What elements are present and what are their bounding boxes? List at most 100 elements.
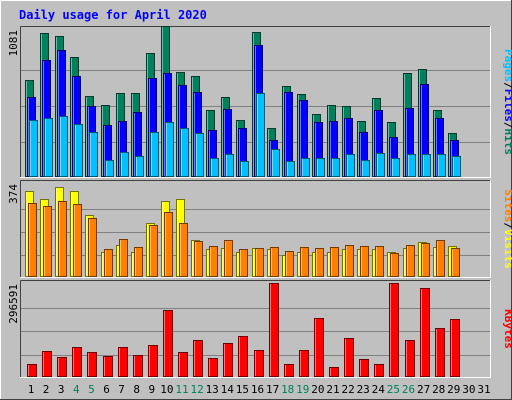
bar-pages-day-7	[120, 152, 129, 177]
bar-pages-day-6	[105, 160, 114, 177]
axis-label-part: Files	[502, 89, 512, 122]
day-label-6: 6	[103, 383, 110, 396]
y-max-label: 1081	[7, 30, 20, 57]
day-label-22: 22	[341, 383, 354, 396]
bar-kbytes-day-1	[27, 364, 37, 377]
day-label-18: 18	[281, 383, 294, 396]
bar-pages-day-21	[331, 158, 340, 177]
bar-kbytes-day-25	[389, 283, 399, 377]
bar-kbytes-day-5	[87, 352, 97, 377]
day-label-24: 24	[372, 383, 386, 396]
chart-panels: 1081Pages/Files/Hits374Sites/Visits29659…	[7, 26, 512, 378]
bar-sites-day-20	[315, 248, 324, 277]
bar-sites-day-4	[73, 204, 82, 277]
day-label-29: 29	[447, 383, 460, 396]
day-label-26: 26	[402, 383, 415, 396]
bar-pages-day-1	[29, 120, 38, 177]
series-axis-label: Pages/Files/Hits	[502, 49, 512, 155]
bar-kbytes-day-8	[133, 355, 143, 377]
bar-kbytes-day-14	[223, 343, 233, 377]
day-labels: 1 2 3 4 5 6 7 8 9 10 11 12 13 14 15 16 17 18 19 20 21 22 23 24 2…	[28, 383, 491, 396]
bar-pages-day-12	[195, 133, 204, 177]
bar-pages-day-17	[271, 149, 280, 177]
bar-kbytes-day-23	[359, 359, 369, 377]
axis-label-part: /	[502, 82, 512, 89]
bar-sites-day-11	[179, 223, 188, 277]
bar-kbytes-day-27	[420, 288, 430, 377]
bar-pages-day-13	[210, 158, 219, 177]
bar-pages-day-14	[225, 154, 234, 177]
bar-sites-day-25	[390, 253, 399, 277]
bar-pages-day-20	[316, 158, 325, 177]
bar-sites-day-1	[28, 203, 37, 277]
chart-title: Daily usage for April 2020	[19, 8, 207, 22]
day-label-8: 8	[133, 383, 140, 396]
bar-sites-day-17	[270, 247, 279, 277]
bar-sites-day-2	[43, 206, 52, 277]
day-label-11: 11	[175, 383, 188, 396]
bar-pages-day-24	[376, 153, 385, 177]
bar-sites-day-13	[209, 246, 218, 277]
day-label-17: 17	[266, 383, 279, 396]
bar-pages-day-3	[59, 116, 68, 177]
bar-pages-day-19	[301, 158, 310, 177]
bar-pages-day-16	[256, 93, 265, 177]
bar-sites-day-14	[224, 240, 233, 277]
day-label-12: 12	[190, 383, 203, 396]
bar-kbytes-day-13	[208, 358, 218, 377]
day-label-16: 16	[251, 383, 264, 396]
bar-sites-day-15	[239, 249, 248, 277]
bar-pages-day-9	[150, 132, 159, 177]
bar-sites-day-21	[330, 247, 339, 277]
axis-label-part: Visits	[502, 229, 512, 269]
bar-kbytes-day-18	[284, 364, 294, 377]
day-label-19: 19	[296, 383, 309, 396]
axis-label-part: Hits	[502, 129, 512, 156]
series-axis-label: Sites/Visits	[502, 189, 512, 269]
bar-sites-day-6	[104, 249, 113, 277]
bar-pages-day-2	[44, 118, 53, 177]
bar-kbytes-day-2	[42, 351, 52, 377]
day-label-1: 1	[28, 383, 35, 396]
day-label-4: 4	[73, 383, 80, 396]
day-label-2: 2	[43, 383, 50, 396]
panel-kbytes: 296591 KBytes	[7, 280, 512, 378]
day-label-5: 5	[88, 383, 95, 396]
bar-sites-day-8	[134, 247, 143, 277]
bar-kbytes-day-9	[148, 345, 158, 377]
bar-pages-day-4	[74, 124, 83, 177]
day-label-25: 25	[387, 383, 400, 396]
bar-sites-day-23	[360, 246, 369, 277]
day-label-14: 14	[221, 383, 235, 396]
y-max-label: 296591	[7, 284, 20, 324]
bar-pages-day-27	[422, 154, 431, 177]
bar-sites-day-26	[406, 245, 415, 277]
bar-sites-day-18	[285, 251, 294, 277]
bar-pages-day-22	[346, 154, 355, 177]
day-label-15: 15	[236, 383, 249, 396]
axis-label-part: Pages	[502, 49, 512, 82]
day-label-30: 30	[462, 383, 475, 396]
day-label-23: 23	[357, 383, 370, 396]
bar-pages-day-29	[452, 156, 461, 177]
bar-kbytes-day-21	[329, 367, 339, 377]
bar-pages-day-28	[437, 154, 446, 177]
bar-pages-day-25	[391, 158, 400, 177]
bar-sites-day-7	[119, 239, 128, 277]
bar-kbytes-day-15	[238, 336, 248, 377]
bar-sites-day-27	[421, 243, 430, 277]
bar-kbytes-day-28	[435, 328, 445, 377]
bar-sites-day-28	[436, 240, 445, 277]
day-label-20: 20	[311, 383, 324, 396]
bar-pages-day-15	[240, 161, 249, 177]
bar-kbytes-day-16	[254, 350, 264, 377]
bar-kbytes-day-26	[405, 340, 415, 377]
series-axis-label: KBytes	[502, 309, 512, 349]
bar-kbytes-day-6	[103, 356, 113, 377]
day-label-10: 10	[160, 383, 173, 396]
bar-kbytes-day-19	[299, 350, 309, 377]
day-label-28: 28	[432, 383, 445, 396]
bar-pages-day-23	[361, 160, 370, 177]
bar-sites-day-19	[300, 247, 309, 277]
